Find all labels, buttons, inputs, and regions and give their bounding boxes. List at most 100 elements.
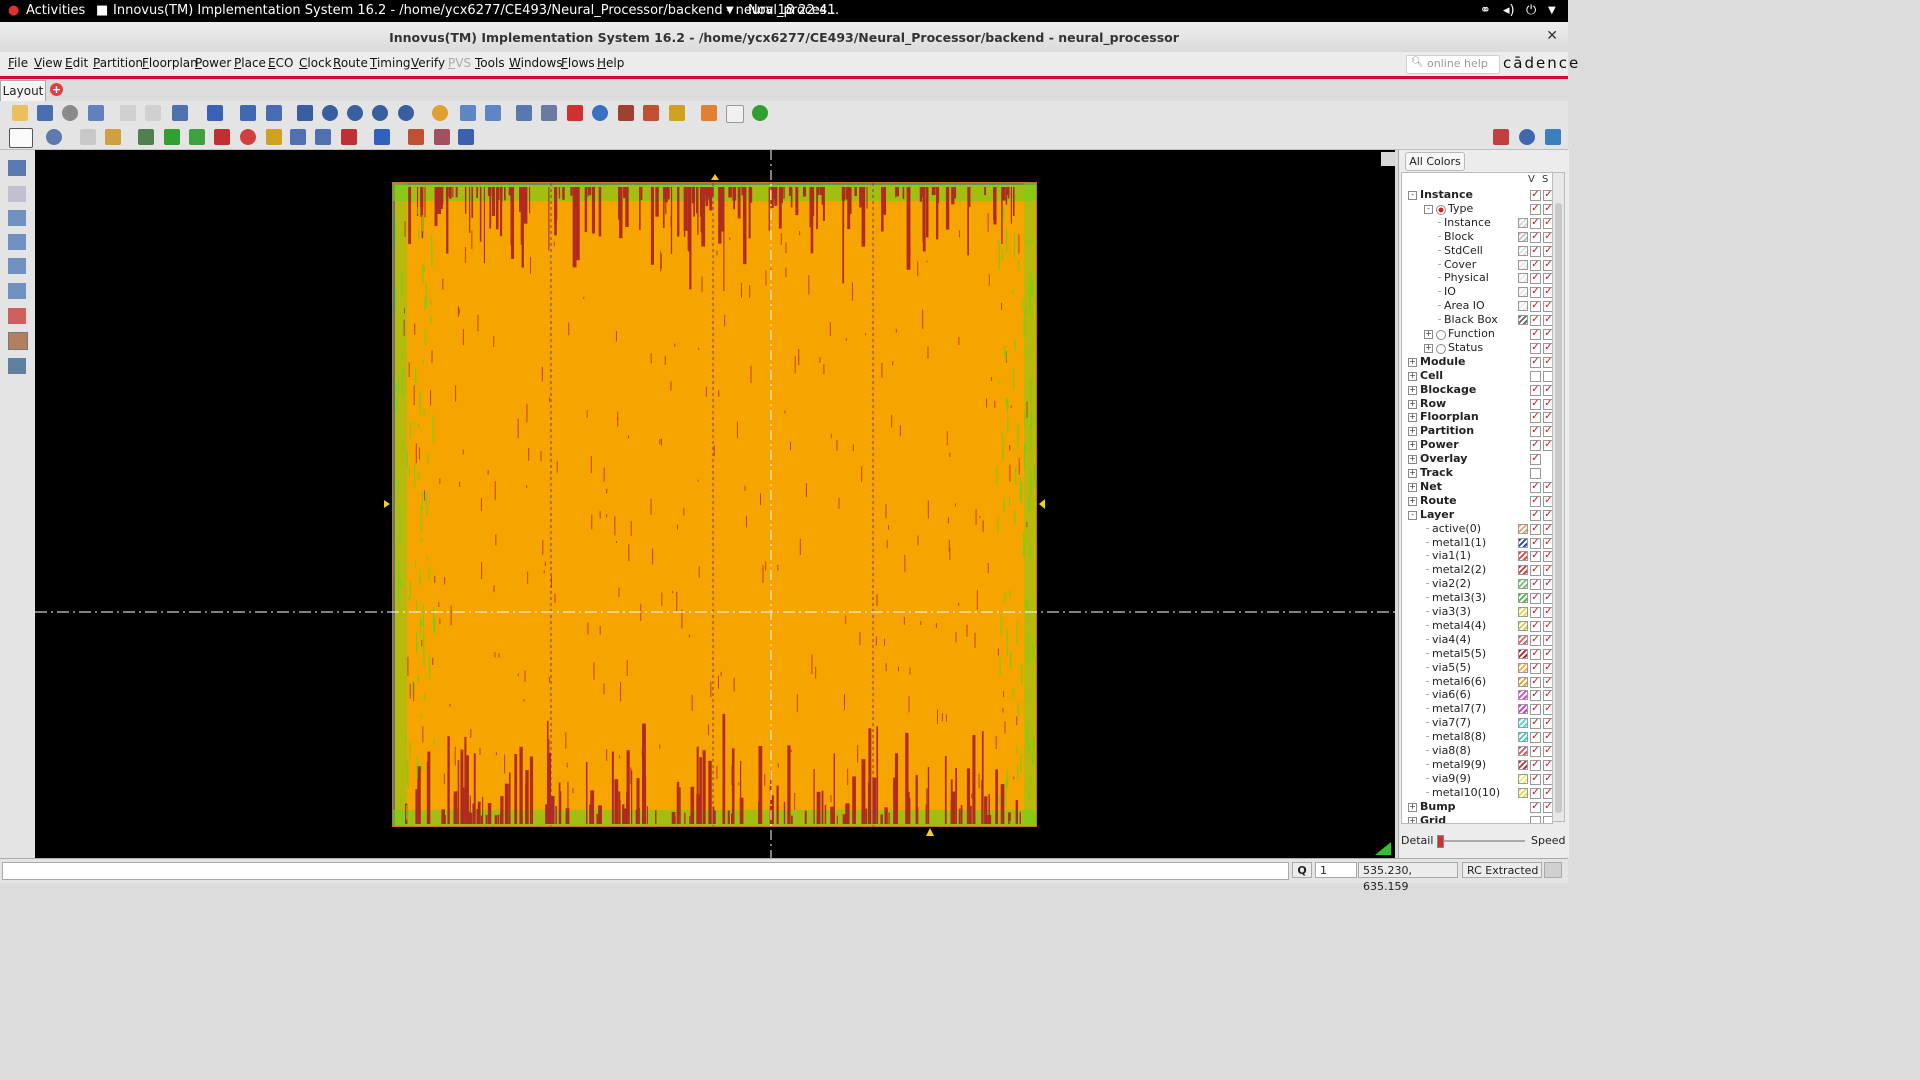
move-tool-icon[interactable] — [207, 105, 223, 121]
visible-checkbox[interactable]: ✓ — [1530, 592, 1541, 605]
selectable-checkbox[interactable]: ✓ — [1543, 578, 1553, 591]
layer-tree-row[interactable]: + Power ✓ ✓ — [1402, 438, 1552, 452]
layer-tree-row[interactable]: + Function ✓ ✓ — [1402, 327, 1552, 341]
visible-checkbox[interactable]: ✓ — [1530, 328, 1541, 340]
save-icon[interactable] — [37, 105, 53, 121]
layer-tree-row[interactable]: metal1(1) ✓ ✓ — [1402, 536, 1552, 550]
visible-checkbox[interactable]: ✓ — [1530, 578, 1541, 591]
hierarchy-down-icon[interactable] — [460, 105, 476, 121]
selectable-checkbox[interactable]: ✓ — [1543, 564, 1553, 577]
visible-checkbox[interactable]: ✓ — [1530, 647, 1541, 660]
selectable-checkbox[interactable]: ✓ — [1543, 383, 1553, 396]
selectable-checkbox[interactable]: ✓ — [1543, 550, 1553, 563]
redo-icon[interactable] — [145, 105, 161, 121]
menu-timing[interactable]: Timing — [370, 56, 411, 70]
add-tab-icon[interactable]: + — [50, 83, 63, 96]
expand-icon[interactable]: + — [1424, 342, 1433, 353]
power-icon[interactable]: ⏻ — [1526, 3, 1537, 18]
layer-color-swatch[interactable] — [1518, 746, 1528, 756]
split-icon[interactable] — [315, 129, 331, 145]
visible-checkbox[interactable]: ✓ — [1530, 731, 1541, 744]
cut-icon[interactable] — [341, 129, 357, 145]
select-tool-icon[interactable] — [172, 105, 188, 121]
layer-tree-row[interactable]: IO ✓ ✓ — [1402, 285, 1552, 299]
visible-checkbox[interactable] — [1530, 370, 1541, 382]
selectable-checkbox[interactable]: ✓ — [1543, 202, 1553, 215]
layer-tree-row[interactable]: Cover ✓ ✓ — [1402, 258, 1552, 272]
layer-tree-row[interactable]: metal9(9) ✓ ✓ — [1402, 758, 1552, 772]
debug-icon[interactable] — [618, 105, 634, 121]
visible-checkbox[interactable]: ✓ — [1530, 216, 1541, 229]
selectable-checkbox[interactable]: ✓ — [1543, 689, 1553, 702]
radio-button[interactable] — [1436, 330, 1446, 340]
layer-tree-row[interactable]: Area IO ✓ ✓ — [1402, 299, 1552, 313]
visible-checkbox[interactable]: ✓ — [1530, 439, 1541, 452]
violation-browser-icon[interactable] — [567, 105, 583, 121]
selectable-checkbox[interactable]: ✓ — [1543, 480, 1553, 493]
copy-icon[interactable] — [80, 129, 96, 145]
visible-checkbox[interactable]: ✓ — [1530, 633, 1541, 646]
layer-tree-row[interactable]: metal6(6) ✓ ✓ — [1402, 675, 1552, 689]
expand-icon[interactable]: + — [1408, 495, 1417, 506]
menu-view[interactable]: View — [34, 56, 63, 70]
selectable-checkbox[interactable]: ✓ — [1543, 411, 1553, 424]
radio-button[interactable] — [1436, 204, 1446, 215]
layer-tree-row[interactable]: via4(4) ✓ ✓ — [1402, 633, 1552, 647]
layer-color-swatch[interactable] — [1518, 301, 1528, 312]
menu-file[interactable]: File — [8, 56, 29, 70]
selectable-checkbox[interactable]: ✓ — [1543, 522, 1553, 535]
expand-icon[interactable]: + — [1408, 468, 1417, 478]
fix-wire-icon[interactable] — [408, 129, 424, 145]
selectable-checkbox[interactable]: ✓ — [1543, 675, 1553, 688]
save-design-icon[interactable] — [88, 105, 104, 121]
layer-color-swatch[interactable] — [1518, 759, 1528, 770]
collapse-icon[interactable]: - — [1408, 191, 1417, 200]
layer-tree-row[interactable]: Instance ✓ ✓ — [1402, 216, 1552, 230]
selectable-checkbox[interactable]: ✓ — [1543, 508, 1553, 521]
layer-tree-row[interactable]: - Type ✓ ✓ — [1402, 202, 1552, 216]
layer-tree-row[interactable]: Black Box ✓ ✓ — [1402, 313, 1552, 327]
zoom-area-icon[interactable] — [372, 105, 388, 121]
layer-color-swatch[interactable] — [1518, 787, 1528, 798]
layer-color-swatch[interactable] — [1518, 662, 1528, 673]
trim-icon[interactable] — [374, 129, 390, 145]
layer-tree-row[interactable]: + Blockage ✓ ✓ — [1402, 383, 1552, 397]
delete-tool-icon[interactable] — [240, 105, 256, 121]
visible-checkbox[interactable]: ✓ — [1530, 772, 1541, 785]
visible-checkbox[interactable]: ✓ — [1530, 564, 1541, 577]
layer-color-swatch[interactable] — [1518, 523, 1528, 534]
layer-tree-row[interactable]: via3(3) ✓ ✓ — [1402, 605, 1552, 619]
visible-checkbox[interactable]: ✓ — [1530, 661, 1541, 674]
route-icon[interactable] — [434, 129, 450, 145]
layer-tree-scrollbar[interactable] — [1552, 172, 1565, 822]
layer-tree-row[interactable]: via1(1) ✓ ✓ — [1402, 549, 1552, 563]
layer-tree-row[interactable]: + Module ✓ ✓ — [1402, 355, 1552, 369]
zoom-out-icon[interactable] — [347, 105, 363, 121]
layer-tree-row[interactable]: + Partition ✓ ✓ — [1402, 424, 1552, 438]
menu-place[interactable]: Place — [234, 56, 266, 70]
scrollbar-thumb[interactable] — [1555, 203, 1562, 813]
menu-power[interactable]: Power — [195, 56, 232, 70]
visible-checkbox[interactable]: ✓ — [1530, 272, 1541, 285]
expand-icon[interactable]: + — [1408, 801, 1417, 812]
layer-color-swatch[interactable] — [1518, 718, 1528, 729]
attribute-icon[interactable] — [266, 105, 282, 121]
layer-tree-row[interactable]: metal2(2) ✓ ✓ — [1402, 563, 1552, 577]
radio-button[interactable] — [1436, 343, 1446, 354]
visible-checkbox[interactable]: ✓ — [1530, 606, 1541, 618]
layer-color-swatch[interactable] — [1518, 245, 1528, 256]
settings-gear-icon[interactable] — [62, 105, 78, 121]
add-rect-icon[interactable] — [164, 129, 180, 145]
select-mode-icon[interactable] — [9, 128, 33, 148]
layer-tree-row[interactable]: - Instance ✓ ✓ — [1402, 188, 1552, 202]
app-menu-title[interactable]: Innovus(TM) Implementation System 16.2 -… — [113, 3, 840, 18]
clock[interactable]: Nov 18 22:41 — [748, 3, 836, 18]
layer-tree-row[interactable]: metal7(7) ✓ ✓ — [1402, 702, 1552, 716]
layer-color-swatch[interactable] — [1518, 593, 1528, 604]
menu-tools[interactable]: Tools — [475, 56, 505, 70]
menu-partition[interactable]: Partition — [93, 56, 144, 70]
menu-windows[interactable]: Windows — [509, 56, 563, 70]
visible-checkbox[interactable]: ✓ — [1530, 536, 1541, 549]
layout-view-icon[interactable] — [1493, 129, 1509, 145]
menu-floorplan[interactable]: Floorplan — [142, 56, 198, 70]
